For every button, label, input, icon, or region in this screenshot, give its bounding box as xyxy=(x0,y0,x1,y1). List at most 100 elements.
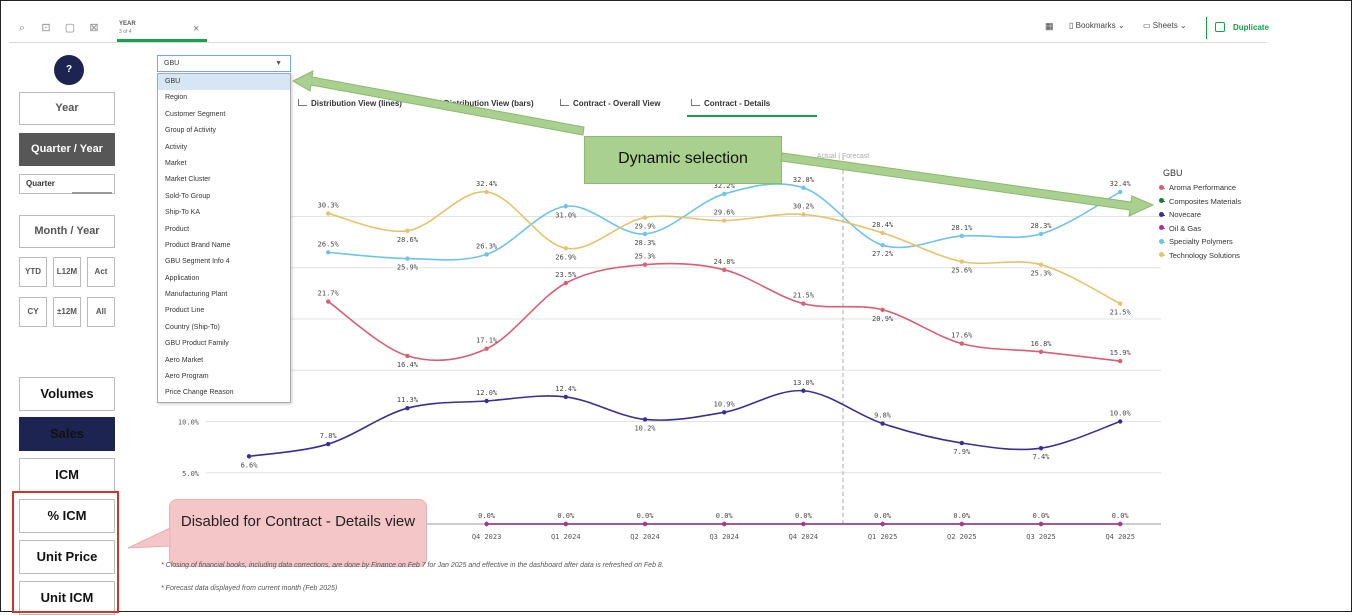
help-button[interactable]: ? xyxy=(54,55,84,85)
data-label: 28.6% xyxy=(397,236,419,244)
data-point xyxy=(405,405,410,411)
selection-chip-year[interactable]: YEAR 3 of 4 × xyxy=(113,19,209,42)
dropdown-option[interactable]: Sold-To Group xyxy=(165,192,211,200)
data-label: 11.3% xyxy=(397,396,419,404)
legend-item[interactable]: Composites Materials xyxy=(1159,197,1241,211)
legend-item[interactable]: Aroma Performance xyxy=(1159,183,1241,197)
data-point xyxy=(642,231,648,237)
unit-price-button[interactable]: Unit Price xyxy=(19,540,115,574)
data-label: 12.4% xyxy=(555,385,577,393)
year-button[interactable]: Year xyxy=(19,92,115,125)
dropdown-option[interactable]: Market Cluster xyxy=(165,176,211,184)
dropdown-option[interactable]: GBU xyxy=(158,74,290,91)
bookmarks-button[interactable]: ▯ Bookmarks ⌄ xyxy=(1069,21,1125,30)
tab-contract-overall[interactable]: Contract - Overall View xyxy=(560,99,660,108)
dropdown-option[interactable]: Region xyxy=(165,94,188,102)
data-label: 29.6% xyxy=(714,209,736,217)
sales-button[interactable]: Sales xyxy=(19,417,115,451)
icm-button[interactable]: ICM xyxy=(19,458,115,492)
selections-tool-icon[interactable]: ⊡ xyxy=(41,22,51,34)
data-point xyxy=(801,212,806,217)
data-label: 28.1% xyxy=(951,224,973,232)
dropdown-option[interactable]: Product Line xyxy=(165,307,205,315)
selection-chip-bar xyxy=(117,39,207,42)
divider-label: Actual | Forecast xyxy=(817,153,869,160)
dropdown-option[interactable]: GBU Segment Info 4 xyxy=(165,258,230,266)
x-tick-label: Q3 2025 xyxy=(1026,533,1056,541)
dropdown-option[interactable]: Aero Program xyxy=(165,373,209,381)
data-label: 28.3% xyxy=(634,239,656,247)
data-label: 10.9% xyxy=(714,400,736,408)
step-back-icon[interactable]: ▢ xyxy=(64,22,76,34)
data-point xyxy=(1118,358,1123,364)
data-point xyxy=(801,301,806,306)
legend-item[interactable]: Technology Solutions xyxy=(1159,251,1241,265)
dropdown-option[interactable]: Customer Segment xyxy=(165,110,226,118)
duplicate-button[interactable]: Duplicate xyxy=(1206,17,1269,39)
data-label: 32.8% xyxy=(793,176,815,184)
x-tick-label: Q1 2024 xyxy=(551,533,581,541)
volumes-button[interactable]: Volumes xyxy=(19,377,115,411)
quarter-select[interactable]: Quarter xyxy=(19,174,115,194)
data-label: 30.3% xyxy=(318,201,340,209)
dropdown-option[interactable]: Application xyxy=(165,274,200,282)
footnote-closing: * Closing of financial books, including … xyxy=(161,562,664,569)
data-point xyxy=(484,521,489,527)
cy-button[interactable]: CY xyxy=(19,297,47,327)
data-point xyxy=(563,394,568,400)
all-button[interactable]: All xyxy=(87,297,115,327)
data-label: 16.8% xyxy=(1030,340,1052,348)
dropdown-option[interactable]: Product Brand Name xyxy=(165,241,231,249)
close-icon[interactable]: × xyxy=(193,23,200,35)
tab-contract-details[interactable]: Contract - Details xyxy=(691,99,770,108)
data-point xyxy=(1118,189,1123,195)
data-label: 29.9% xyxy=(634,223,656,231)
combo-chart-icon xyxy=(560,99,569,106)
tab-distribution-lines[interactable]: Distribution View (lines) xyxy=(298,99,402,108)
dropdown-option[interactable]: Manufacturing Plant xyxy=(165,291,228,299)
data-label: 28.3% xyxy=(1030,222,1052,230)
data-label: 16.4% xyxy=(397,361,419,369)
dropdown-option[interactable]: Activity xyxy=(165,143,188,151)
dropdown-option[interactable]: Market xyxy=(165,159,187,167)
dropdown-option[interactable]: Aero Market xyxy=(165,356,204,364)
legend-swatch xyxy=(1159,198,1164,204)
pct-icm-button[interactable]: % ICM xyxy=(19,499,115,533)
clear-selections-icon[interactable]: ⊠ xyxy=(89,22,99,34)
tab-distribution-bars[interactable]: Distribution View (bars) xyxy=(431,99,534,108)
chevron-down-icon: ⌄ xyxy=(1115,21,1125,30)
legend-swatch xyxy=(1159,211,1164,217)
data-point xyxy=(405,353,410,359)
pm12m-button[interactable]: ±12M xyxy=(53,297,81,327)
ytd-button[interactable]: YTD xyxy=(19,257,47,287)
dropdown-option[interactable]: Price Change Reason xyxy=(165,389,234,397)
dropdown-option[interactable]: Country (Ship-To) xyxy=(165,323,220,331)
quarter-year-button[interactable]: Quarter / Year xyxy=(19,133,115,166)
series-line xyxy=(327,262,1121,362)
dropdown-option[interactable]: GBU Product Family xyxy=(165,340,229,348)
tab-label: Distribution View (lines) xyxy=(311,99,402,108)
dropdown-option[interactable]: Group of Activity xyxy=(165,127,216,135)
grid-icon[interactable]: ▦ xyxy=(1045,21,1054,31)
data-point xyxy=(880,243,885,248)
series-line xyxy=(248,389,1121,458)
data-point xyxy=(642,215,648,220)
act-button[interactable]: Act xyxy=(87,257,115,287)
data-label: 25.9% xyxy=(397,264,419,272)
legend-item[interactable]: Oil & Gas xyxy=(1159,224,1241,238)
data-point xyxy=(405,256,410,261)
data-point xyxy=(484,346,489,351)
dimension-select[interactable]: GBU ▼ xyxy=(157,55,291,72)
month-year-button[interactable]: Month / Year xyxy=(19,215,115,248)
dropdown-option[interactable]: Product xyxy=(165,225,190,233)
data-point xyxy=(959,440,964,446)
data-label: 26.9% xyxy=(555,253,577,261)
l12m-button[interactable]: L12M xyxy=(53,257,81,287)
smart-search-icon[interactable]: ⌕ xyxy=(18,22,26,34)
legend-item[interactable]: Novecare xyxy=(1159,210,1241,224)
data-point xyxy=(959,233,964,239)
dropdown-option[interactable]: Ship-To KA xyxy=(165,209,201,217)
legend-item[interactable]: Specialty Polymers xyxy=(1159,237,1241,251)
unit-icm-button[interactable]: Unit ICM xyxy=(19,581,115,615)
sheets-button[interactable]: ▭ Sheets ⌄ xyxy=(1143,21,1187,30)
